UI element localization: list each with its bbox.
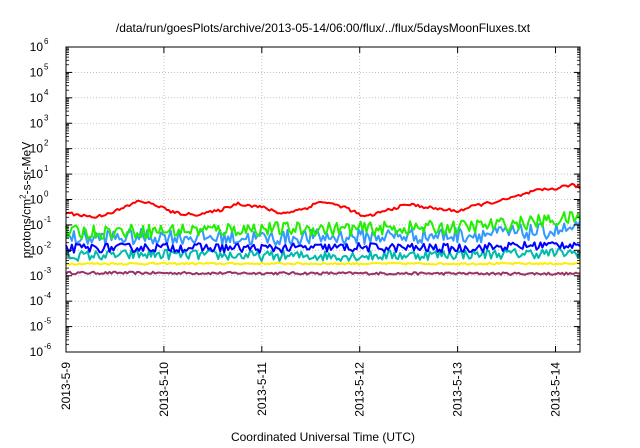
y-tick-label-base: 10 [30, 345, 44, 359]
y-tick-label-exponent: -3 [44, 266, 52, 275]
y-tick-label-exponent: -1 [44, 215, 52, 224]
series-line [65, 220, 581, 247]
x-tick-label: 2013-5-10 [157, 362, 171, 417]
y-tick-label-base: 10 [30, 142, 44, 156]
x-tick-label: 2013-5-14 [549, 362, 563, 417]
y-tick-label-base: 10 [30, 167, 44, 181]
series-line [65, 247, 581, 262]
y-tick-label-exponent: -2 [44, 240, 52, 249]
chart-title: /data/run/goesPlots/archive/2013-05-14/0… [115, 21, 531, 35]
x-axis-label: Coordinated Universal Time (UTC) [230, 430, 416, 444]
y-tick-label-base: 10 [30, 218, 44, 232]
y-tick-label-exponent: 3 [44, 113, 49, 122]
x-tick-label: 2013-5-12 [353, 362, 367, 417]
y-tick-label-base: 10 [30, 269, 44, 283]
series-line [65, 270, 581, 276]
x-tick-label: 2013-5-9 [59, 362, 73, 410]
y-tick-label-base: 10 [30, 116, 44, 130]
plot-frame [65, 46, 581, 353]
series-line [65, 261, 581, 266]
y-tick-label-exponent: 6 [44, 37, 49, 46]
y-tick-label-exponent: -5 [44, 317, 52, 326]
y-tick-label-base: 10 [30, 65, 44, 79]
x-tick-label: 2013-5-11 [255, 362, 269, 416]
y-axis-label: protons/cm2-s-sr-MeV [18, 141, 34, 259]
y-tick-label-exponent: 0 [44, 190, 49, 199]
y-tick-label-base: 10 [30, 320, 44, 334]
y-tick-label-exponent: -6 [44, 342, 52, 351]
series-line [65, 240, 581, 254]
x-tick-label: 2013-5-13 [451, 362, 465, 417]
y-tick-label-exponent: 5 [44, 62, 49, 71]
y-tick-label-base: 10 [30, 294, 44, 308]
y-tick-label-exponent: 4 [44, 88, 49, 97]
y-tick-label-base: 10 [30, 243, 44, 257]
data-series [65, 182, 581, 276]
y-tick-label-base: 10 [30, 91, 44, 105]
axes: 10 -610 -510 -410 -310 -210 -110 010 110 210 310 41… [30, 37, 581, 417]
y-tick-label-exponent: -4 [44, 291, 52, 300]
y-tick-label-base: 10 [30, 40, 44, 54]
series-line [65, 210, 581, 240]
y-tick-label-exponent: 1 [44, 164, 49, 173]
y-tick-label-exponent: 2 [44, 139, 49, 148]
series-line [65, 182, 581, 219]
y-tick-label-base: 10 [30, 193, 44, 207]
